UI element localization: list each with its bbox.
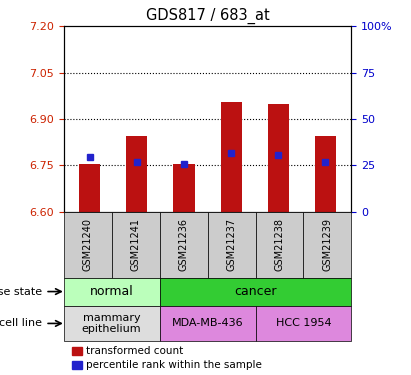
Bar xyxy=(64,278,159,306)
Text: MDA-MB-436: MDA-MB-436 xyxy=(172,318,243,328)
Bar xyxy=(256,212,303,278)
Text: GSM21241: GSM21241 xyxy=(131,218,141,271)
Bar xyxy=(112,212,159,278)
Bar xyxy=(159,212,208,278)
Text: GSM21238: GSM21238 xyxy=(275,218,284,271)
Bar xyxy=(268,104,289,212)
Text: percentile rank within the sample: percentile rank within the sample xyxy=(86,360,262,370)
Text: cell line: cell line xyxy=(0,318,42,328)
Text: normal: normal xyxy=(90,285,134,298)
Text: disease state: disease state xyxy=(0,286,42,297)
Text: GSM21239: GSM21239 xyxy=(323,218,332,271)
Title: GDS817 / 683_at: GDS817 / 683_at xyxy=(145,7,270,24)
Text: GSM21237: GSM21237 xyxy=(226,218,236,271)
Text: HCC 1954: HCC 1954 xyxy=(276,318,331,328)
Bar xyxy=(315,136,336,212)
Bar xyxy=(72,361,82,369)
Bar xyxy=(208,212,256,278)
Bar xyxy=(64,306,159,341)
Bar xyxy=(159,306,256,341)
Text: cancer: cancer xyxy=(234,285,277,298)
Bar xyxy=(159,278,351,306)
Bar xyxy=(303,212,351,278)
Bar xyxy=(221,102,242,212)
Bar xyxy=(64,212,112,278)
Text: GSM21240: GSM21240 xyxy=(83,218,92,271)
Bar xyxy=(173,164,194,212)
Bar xyxy=(79,164,100,212)
Text: GSM21236: GSM21236 xyxy=(179,218,189,271)
Text: transformed count: transformed count xyxy=(86,346,184,355)
Bar xyxy=(72,346,82,355)
Text: mammary
epithelium: mammary epithelium xyxy=(82,313,141,334)
Bar xyxy=(126,136,148,212)
Bar xyxy=(256,306,351,341)
